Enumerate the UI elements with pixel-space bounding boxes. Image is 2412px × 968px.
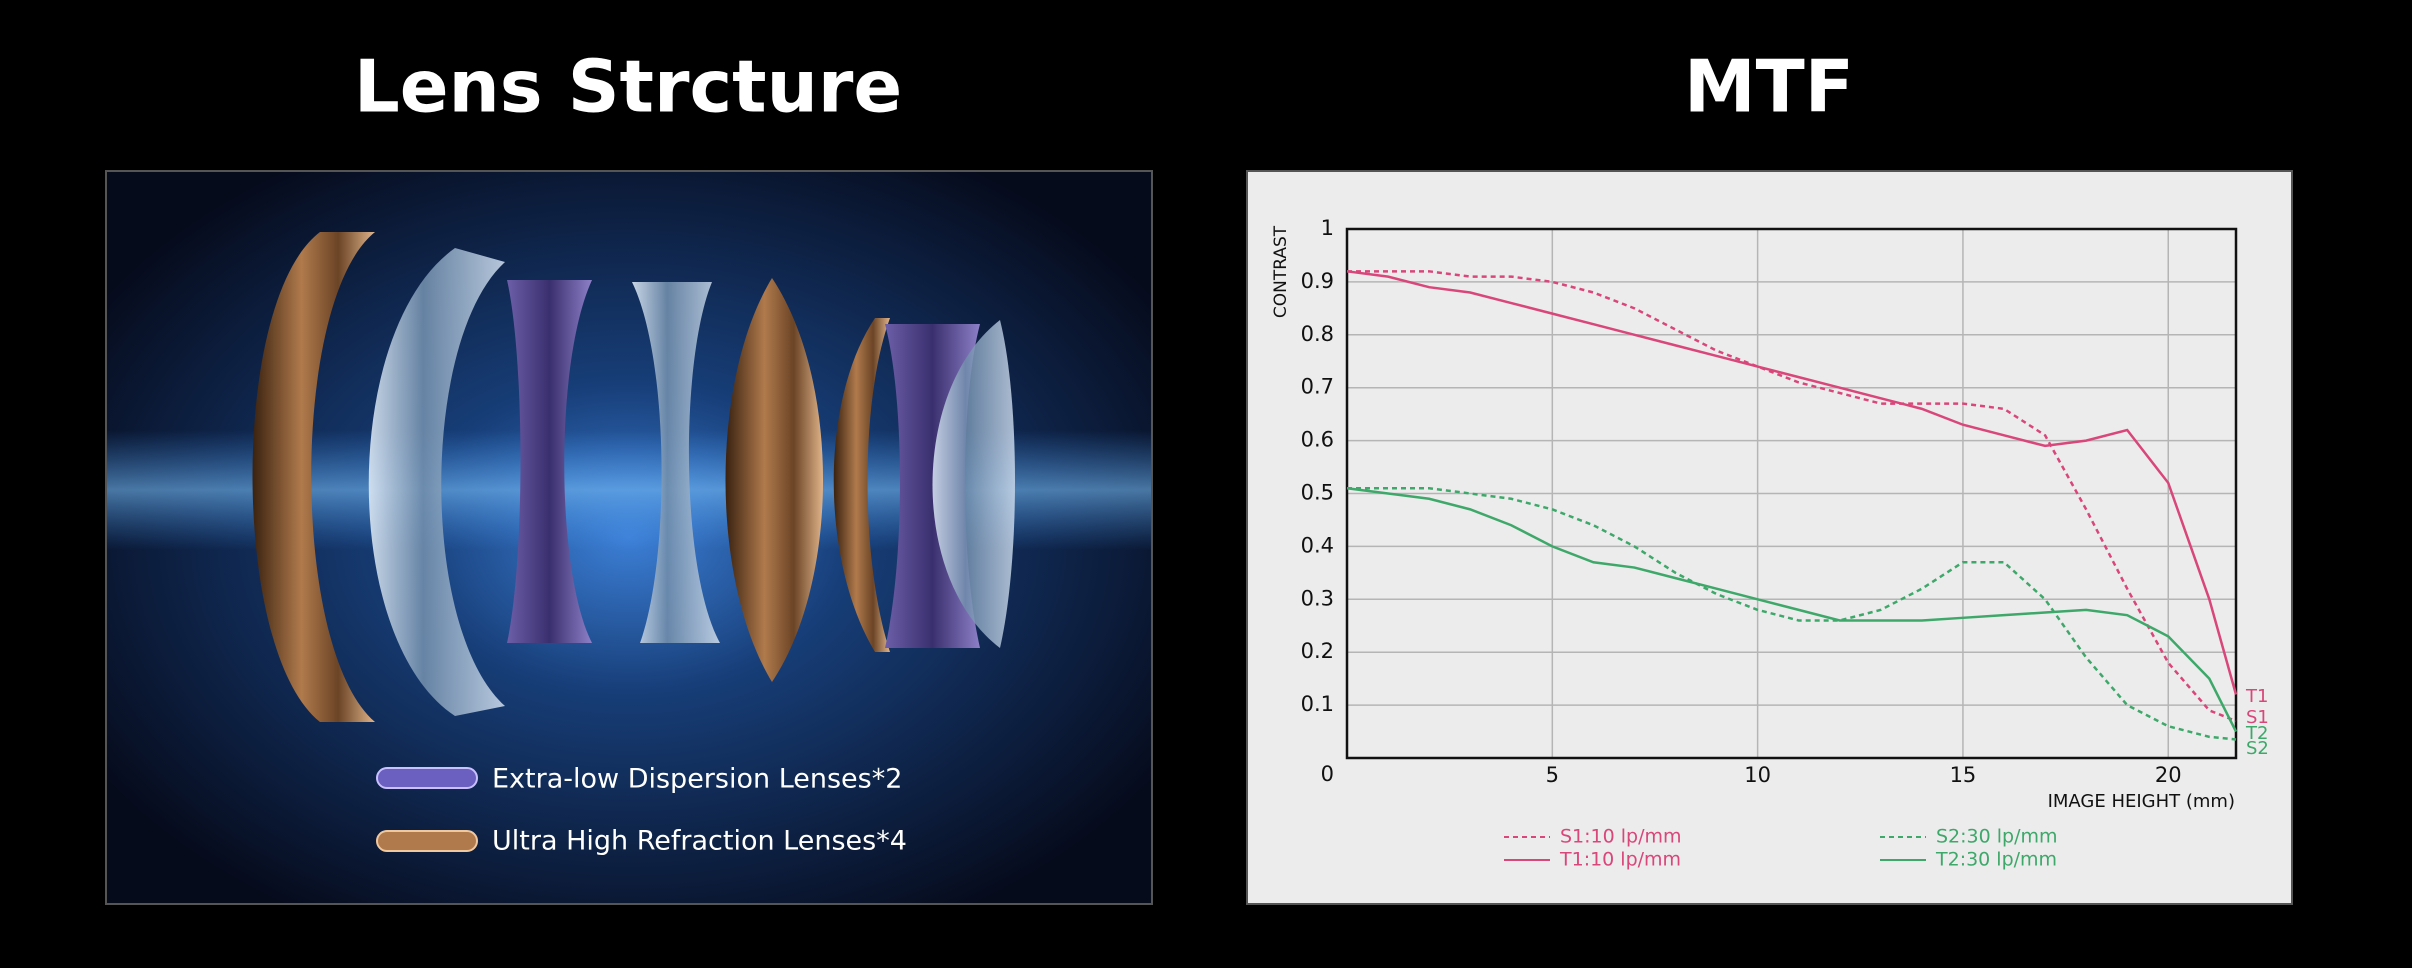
plot-frame [1345,227,2238,760]
x-tick-label: 5 [1546,763,1559,787]
series-line [1347,486,2237,741]
y-tick-label: 0.9 [1301,269,1334,293]
y-tick-label: 0.5 [1301,481,1334,505]
lens-element [368,248,505,716]
y-tick-label: 1 [1321,216,1334,240]
x-tick-label: 10 [1744,763,1771,787]
y-tick-label: 0.3 [1301,586,1334,610]
x-axis-label: IMAGE HEIGHT (mm) [2048,791,2235,812]
chart-title: MTF [1684,45,1854,129]
y-tick-label: 0.7 [1301,375,1334,399]
panel-title: Lens Strcture [354,45,902,129]
legend-label: Extra-low Dispersion Lenses*2 [492,764,902,795]
y-tick-label: 0.4 [1301,533,1334,557]
x-tick-label: 20 [2155,763,2182,787]
y-tick-label: 0 [1321,762,1334,786]
lens-element [632,282,720,643]
lens-element [725,278,823,682]
series-line [1347,270,2237,723]
y-axis-label: CONTRAST [1271,225,1291,318]
legend-swatch [376,767,478,789]
legend-swatch [376,830,478,852]
lens-panel: Lens Strcture Extra-low Dispersion Lense… [105,45,1153,905]
series-line [1346,270,2238,695]
lens-element [833,318,890,652]
y-tick-label: 0.1 [1301,692,1334,716]
legend-label: T1:10 lp/mm [1559,849,1681,871]
mtf-panel: MTF CONTRAST IMAGE HEIGHT (mm) [1246,45,2293,905]
end-label: T1 [2245,686,2268,707]
legend-label: Ultra High Refraction Lenses*4 [492,826,907,857]
lens-element [932,320,1015,648]
lens-element [252,232,375,722]
y-tick-label: 0.2 [1301,639,1334,663]
end-label: T2 [2245,723,2268,744]
end-label: S1 [2246,707,2269,728]
y-tick-label: 0.8 [1301,322,1334,346]
y-tick-label: 0.6 [1301,428,1334,452]
legend-label: T2:30 lp/mm [1935,849,2057,871]
x-tick-label: 15 [1950,763,1977,787]
end-label: S2 [2246,738,2269,759]
lens-element [507,280,592,643]
series-line [1346,486,2238,733]
legend-label: S2:30 lp/mm [1936,826,2058,848]
legend-label: S1:10 lp/mm [1560,826,1682,848]
chart-background [1246,170,2293,905]
